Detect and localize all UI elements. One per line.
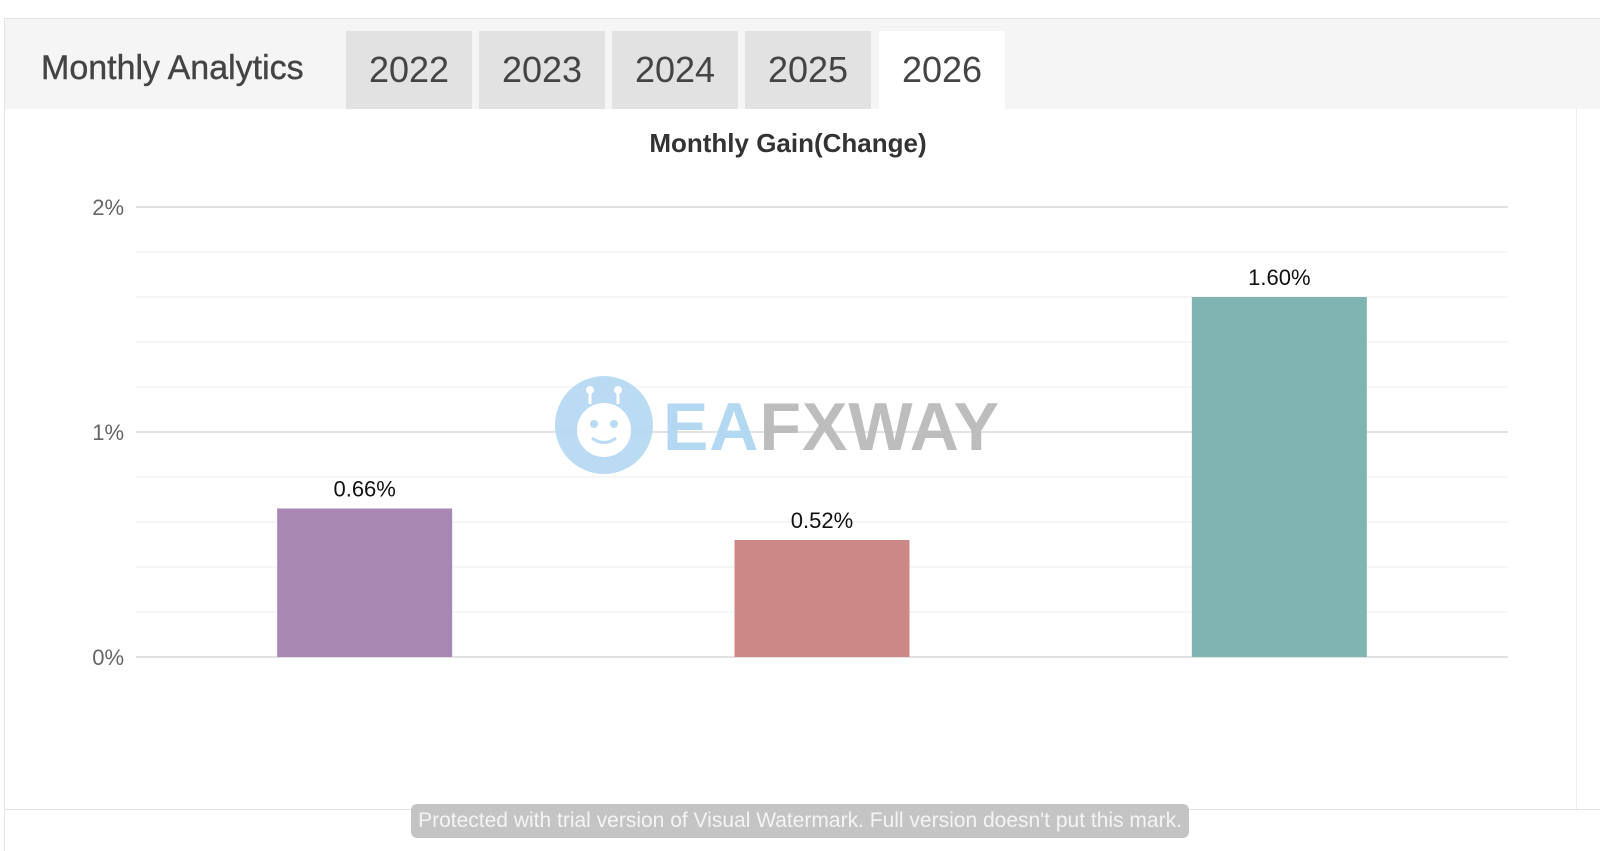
bars <box>277 297 1367 657</box>
tab-2025[interactable]: 2025 <box>745 31 871 109</box>
tab-2023[interactable]: 2023 <box>479 31 605 109</box>
watermark-brand-part2: FXWAY <box>759 389 1000 465</box>
watermark-logo: EAFXWAY <box>555 376 1000 474</box>
y-tick-label: 0% <box>92 645 124 670</box>
y-axis-ticks: 0% 1% 2% <box>92 195 124 670</box>
trial-watermark-notice: Protected with trial version of Visual W… <box>411 804 1189 838</box>
data-labels: 0.66% 0.52% 1.60% <box>333 265 1310 533</box>
bar[interactable] <box>277 508 453 658</box>
y-tick-label: 1% <box>92 420 124 445</box>
tab-2022[interactable]: 2022 <box>346 31 472 109</box>
data-label: 0.66% <box>333 477 395 502</box>
y-tick-label: 2% <box>92 195 124 220</box>
bar[interactable] <box>1191 297 1367 657</box>
tab-2026[interactable]: 2026 <box>879 31 1005 109</box>
watermark-brand-part1: EA <box>663 389 759 465</box>
watermark-brand-text: EAFXWAY <box>663 389 1000 465</box>
chart-area <box>5 109 1577 809</box>
robot-logo-icon <box>555 376 653 474</box>
bar[interactable] <box>734 540 910 657</box>
page-title: Monthly Analytics <box>41 49 304 87</box>
data-label: 1.60% <box>1248 265 1310 290</box>
tab-bar: Monthly Analytics 2022 2023 2024 2025 20… <box>5 19 1600 109</box>
data-label: 0.52% <box>791 508 853 533</box>
tab-2024[interactable]: 2024 <box>612 31 738 109</box>
chart-title: Monthly Gain(Change) <box>649 128 926 158</box>
